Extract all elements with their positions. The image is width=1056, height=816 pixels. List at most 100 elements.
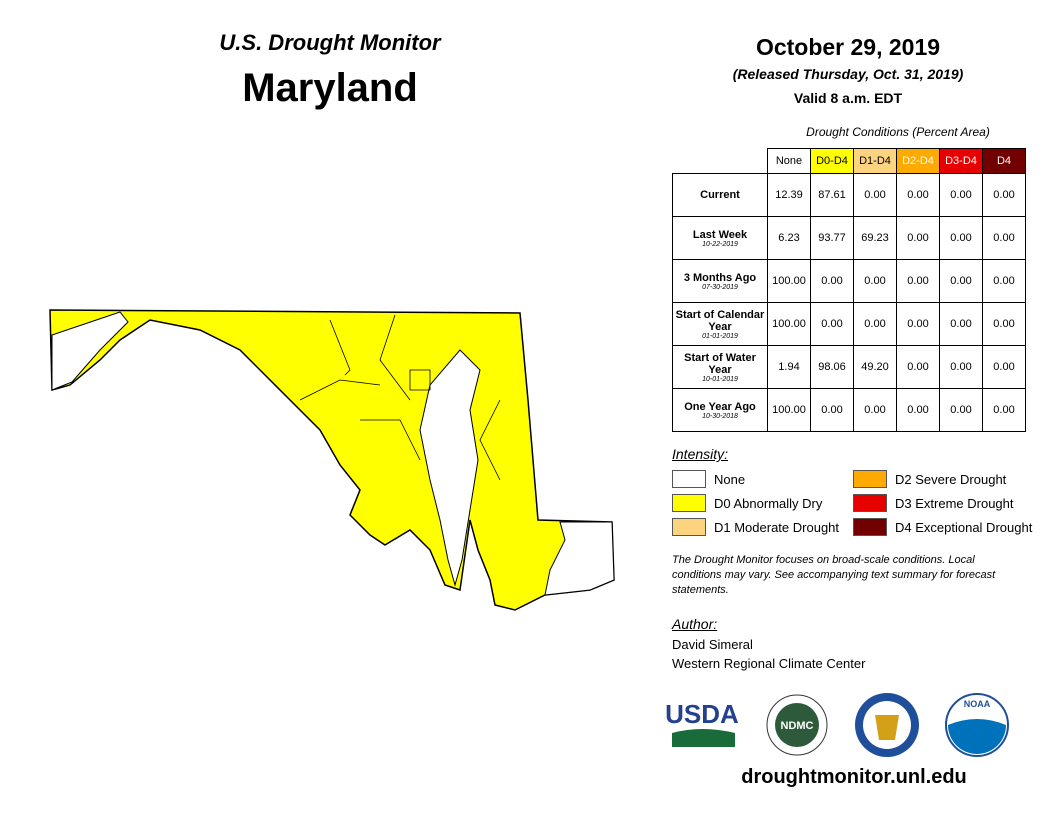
- cell: 0.00: [896, 388, 940, 432]
- row-label: Last Week 10-22-2019: [672, 216, 768, 260]
- row-title: Current: [700, 189, 740, 201]
- logo-noaa-wave: [948, 719, 1006, 754]
- cell: 0.00: [982, 259, 1026, 303]
- cell: 100.00: [767, 388, 811, 432]
- cell: 93.77: [810, 216, 854, 260]
- state: Maryland: [242, 66, 418, 110]
- row-label: One Year Ago 10-30-2018: [672, 388, 768, 432]
- cell: 0.00: [896, 216, 940, 260]
- header-row: None D0-D4 D1-D4 D2-D4 D3-D4 D4: [673, 148, 1026, 174]
- cell: 0.00: [939, 173, 983, 217]
- logo-ndmc-text: NDMC: [781, 720, 814, 732]
- cell: 1.94: [767, 345, 811, 389]
- county-lines: [299, 314, 501, 481]
- legend-item: None: [672, 470, 745, 488]
- cell: 100.00: [767, 259, 811, 303]
- logo-ndmc: [775, 703, 819, 747]
- cell: 0.00: [982, 173, 1026, 217]
- cell: 0.00: [810, 302, 854, 346]
- cell: 87.61: [810, 173, 854, 217]
- row-label: Start of Calendar Year 01-01-2019: [672, 302, 768, 346]
- cell: 0.00: [896, 173, 940, 217]
- column-header: None: [767, 148, 811, 174]
- logo-usda: USDA: [665, 699, 739, 729]
- cell: 6.23: [767, 216, 811, 260]
- cell: 0.00: [939, 259, 983, 303]
- legend-swatch: [672, 494, 706, 512]
- row-date: 07-30-2019: [702, 283, 738, 291]
- cell: 0.00: [853, 259, 897, 303]
- title: U.S. Drought Monitor: [219, 30, 441, 55]
- legend-label: D0 Abnormally Dry: [714, 495, 823, 511]
- column-header: D1-D4: [853, 148, 897, 174]
- cell: 0.00: [853, 173, 897, 217]
- logo-commerce-shield: [875, 715, 899, 740]
- column-header: D2-D4: [896, 148, 940, 174]
- author-name: David Simeral: [672, 637, 753, 652]
- cell: 0.00: [853, 302, 897, 346]
- legend-item: D0 Abnormally Dry: [672, 494, 822, 512]
- legend-label: D4 Exceptional Drought: [895, 519, 1033, 535]
- column-header: D0-D4: [810, 148, 854, 174]
- map: [49, 309, 615, 611]
- legend-swatch: [853, 518, 887, 536]
- row-label: 3 Months Ago 07-30-2019: [672, 259, 768, 303]
- row: 3 Months Ago 07-30-2019 100.00 0.00 0.00 0.00…: [672, 259, 1026, 303]
- cell: 0.00: [853, 388, 897, 432]
- cell: 0.00: [939, 302, 983, 346]
- column-header: D3-D4: [939, 148, 983, 174]
- row-title: Start of Calendar Year: [675, 308, 765, 333]
- row-label: Current: [672, 173, 768, 217]
- row: Start of Water Year 10-01-2019 1.94 98.06 49…: [672, 345, 1026, 389]
- row: Start of Calendar Year 01-01-2019 100.00 0.…: [672, 302, 1026, 346]
- cell: 0.00: [982, 216, 1026, 260]
- column-header: D4: [982, 148, 1026, 174]
- legend-title: Intensity:: [672, 446, 729, 462]
- legend-item: D4 Exceptional Drought: [853, 518, 1032, 536]
- cell: 0.00: [810, 388, 854, 432]
- cell: 0.00: [939, 388, 983, 432]
- cell: 0.00: [982, 302, 1026, 346]
- row-label: Start of Water Year 10-01-2019: [672, 345, 768, 389]
- cell: 0.00: [982, 388, 1026, 432]
- cell: 69.23: [853, 216, 897, 260]
- legend-label: None: [714, 471, 746, 487]
- row-title: Start of Water Year: [684, 351, 756, 376]
- valid: Valid 8 a.m. EDT: [793, 90, 903, 106]
- released: (Released Thursday, Oct. 31, 2019): [732, 66, 964, 82]
- cell: 0.00: [896, 259, 940, 303]
- row-title: Last Week: [692, 228, 748, 241]
- table-caption: Drought Conditions (Percent Area): [806, 125, 990, 139]
- row-date: 01-01-2019: [702, 332, 738, 340]
- legend-label: D1 Moderate Drought: [714, 519, 840, 535]
- logo-usda-field: [672, 729, 735, 747]
- cell: 98.06: [810, 345, 854, 389]
- row: Current 12.39 87.61 0.00 0.00 0.00 0.00: [672, 173, 1026, 217]
- legend-swatch: [853, 494, 887, 512]
- legend-label: D3 Extreme Drought: [895, 495, 1014, 511]
- legend-label: D2 Severe Drought: [895, 471, 1007, 487]
- author-title: Author:: [672, 616, 718, 632]
- note: The Drought Monitor focuses on broad-sca…: [672, 554, 996, 596]
- chesapeake-bay: [419, 349, 481, 587]
- cell: 0.00: [939, 345, 983, 389]
- row-title: 3 Months Ago: [683, 271, 757, 284]
- dry-free-west: [51, 311, 129, 391]
- row: One Year Ago 10-30-2018 100.00 0.00 0.00 0.00…: [672, 388, 1026, 432]
- row-date: 10-30-2018: [702, 412, 738, 420]
- legend-item: D2 Severe Drought: [853, 470, 1006, 488]
- legend-swatch: [672, 470, 706, 488]
- legend-swatch: [672, 518, 706, 536]
- cell: 0.00: [896, 302, 940, 346]
- cell: 100.00: [767, 302, 811, 346]
- cell: 0.00: [896, 345, 940, 389]
- legend-item: D1 Moderate Drought: [672, 518, 839, 536]
- row-title: One Year Ago: [684, 400, 756, 413]
- row: Last Week 10-22-2019 6.23 93.77 69.23 0.00 0.0…: [672, 216, 1026, 260]
- dry-free-east: [544, 521, 615, 596]
- cell: 0.00: [982, 345, 1026, 389]
- conditions-table: None D0-D4 D1-D4 D2-D4 D3-D4 D4 Current 12.39 87…: [672, 148, 1026, 432]
- cell: 0.00: [810, 259, 854, 303]
- cell: 12.39: [767, 173, 811, 217]
- cell: 0.00: [939, 216, 983, 260]
